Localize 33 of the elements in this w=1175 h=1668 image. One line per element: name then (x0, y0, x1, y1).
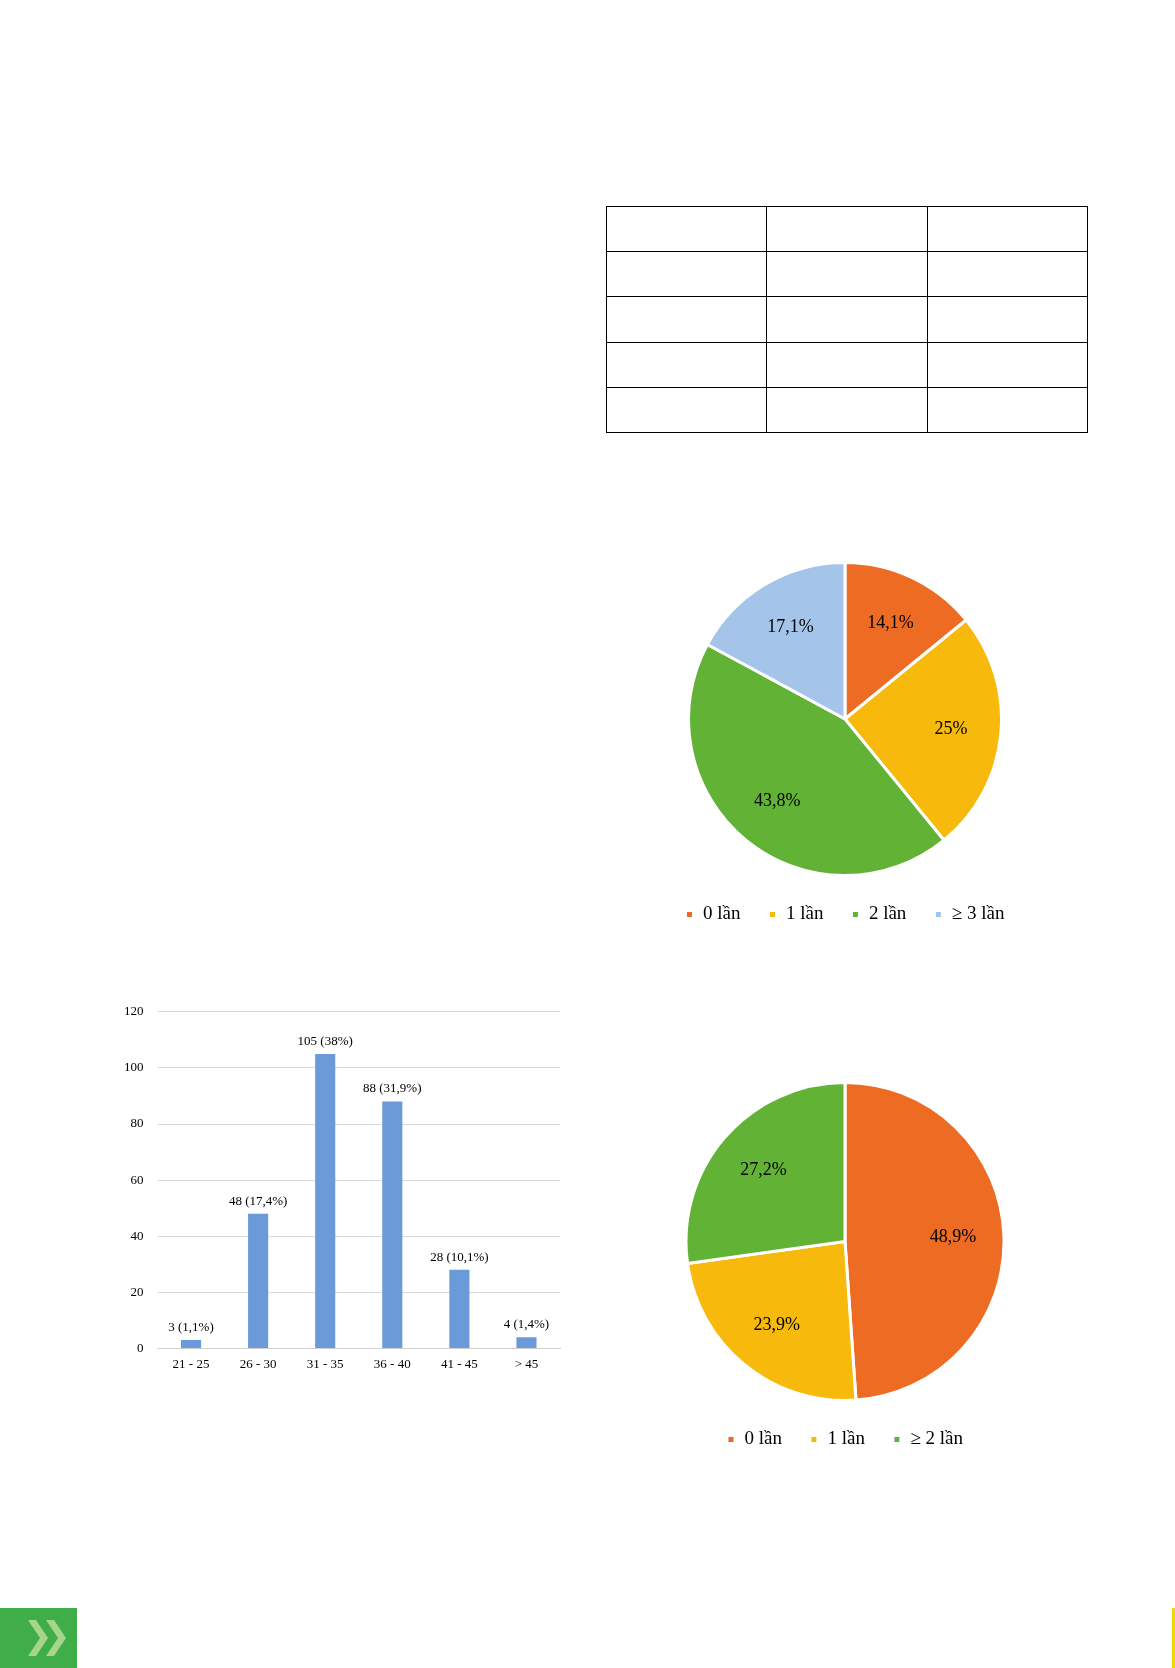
data-label: 4 (1,4%) (503, 1316, 550, 1332)
x-tick-label: 36 - 40 (373, 1355, 411, 1371)
x-tick-label: 31 - 35 (306, 1355, 344, 1371)
y-tick-label: 60 (130, 1171, 144, 1187)
y-tick-label: 20 (130, 1283, 144, 1299)
data-label: 17,1% (767, 616, 814, 637)
y-tick-label: 40 (130, 1227, 144, 1243)
legend-label: 0 lần (702, 902, 741, 924)
data-label: 28 (10,1%) (430, 1248, 489, 1264)
legend-label: 1 lần (785, 902, 824, 924)
data-label: 105 (38%) (297, 1032, 353, 1048)
legend-label: 2 lần (868, 902, 907, 924)
data-label: 27,2% (740, 1159, 787, 1180)
data-label: 25% (934, 718, 968, 739)
data-label: 23,9% (753, 1314, 801, 1335)
legend-label: ≥ 3 lần (951, 902, 1006, 924)
y-tick-label: 80 (130, 1115, 144, 1131)
data-label: 14,1% (867, 611, 914, 632)
y-tick-label: 120 (124, 1003, 144, 1019)
x-tick-label: > 45 (514, 1355, 539, 1371)
legend-label: ≥ 2 lần (910, 1427, 964, 1449)
x-tick-label: 41 - 45 (440, 1355, 478, 1371)
data-label: 48 (17,4%) (228, 1192, 288, 1208)
data-label: 88 (31,9%) (363, 1080, 422, 1096)
data-label: 3 (1,1%) (168, 1318, 214, 1334)
legend-label: 1 lần (827, 1427, 866, 1449)
x-tick-label: 26 - 30 (239, 1355, 277, 1371)
data-label: 43,8% (753, 789, 801, 810)
legend-label: 0 lần (744, 1427, 783, 1449)
y-tick-label: 100 (124, 1059, 144, 1075)
data-label: 48,9% (929, 1226, 977, 1247)
x-tick-label: 21 - 25 (172, 1355, 210, 1371)
y-tick-label: 0 (137, 1339, 144, 1355)
